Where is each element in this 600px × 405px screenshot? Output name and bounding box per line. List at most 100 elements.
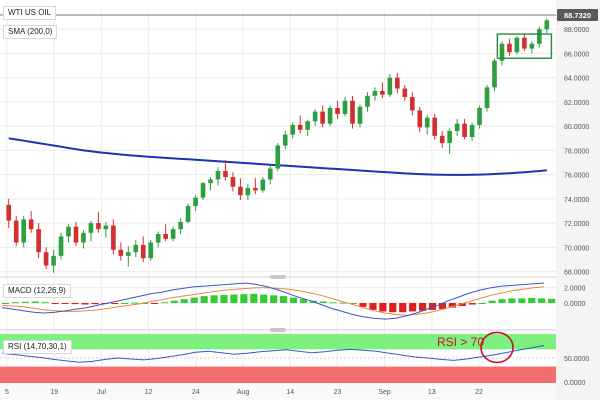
x-tick-label: Jul [97, 389, 106, 396]
macd-histogram-bar [250, 293, 258, 303]
macd-histogram-bar [349, 303, 357, 304]
x-tick-label: Aug [237, 389, 250, 396]
candle-body [477, 107, 482, 125]
macd-histogram-bar [478, 303, 486, 304]
candle-body [484, 87, 490, 108]
macd-histogram-bar [11, 302, 20, 304]
macd-histogram-bar [51, 303, 59, 304]
candle-body [140, 244, 146, 259]
x-tick-label: 19 [50, 389, 58, 396]
price-tick-label: 82.0000 [564, 100, 589, 107]
candle-body [178, 221, 183, 230]
candle-body [402, 88, 408, 98]
highlight-box [496, 33, 553, 59]
price-tick-label: 84.0000 [564, 76, 589, 83]
candle-body [238, 186, 243, 196]
macd-histogram-bar [428, 303, 437, 310]
candle-body [357, 106, 363, 124]
macd-histogram-bar [369, 303, 377, 310]
x-tick-label: 22 [475, 389, 483, 396]
macd-histogram-bar [528, 298, 536, 303]
macd-histogram-bar [141, 303, 149, 304]
rsi-oversold-band [0, 366, 556, 384]
rsi-tick-label: 0.0000 [564, 380, 586, 387]
macd-histogram-bar [220, 294, 228, 303]
candle-body [432, 117, 438, 136]
macd-histogram-bar [260, 294, 268, 303]
candle-body [342, 100, 348, 115]
price-tick-label: 80.0000 [564, 124, 589, 131]
price-tick-label: 72.0000 [564, 221, 589, 228]
macd-histogram-bar [409, 303, 417, 312]
macd-histogram-bar [81, 303, 89, 305]
rsi-annotation: RSI > 70 [437, 335, 484, 349]
rsi-highlight-circle [480, 331, 514, 364]
macd-histogram-bar [468, 303, 476, 305]
macd-histogram-bar [518, 298, 526, 303]
candle-body [58, 236, 64, 256]
candle-body [492, 60, 497, 88]
macd-histogram-bar [131, 302, 139, 304]
panel-resize-handle [270, 275, 286, 279]
candle-body [148, 242, 154, 259]
macd-histogram-bar [21, 301, 30, 303]
macd-histogram-bar [270, 295, 278, 303]
candle-body [529, 43, 535, 49]
candle-body [245, 187, 251, 196]
sma-label: SMA (200,0) [3, 25, 58, 39]
macd-histogram-bar [289, 297, 298, 303]
candle-body [305, 121, 310, 130]
x-tick-label: 24 [192, 389, 200, 396]
macd-histogram-bar [448, 303, 456, 308]
candle-body [193, 197, 198, 207]
candle-body [36, 229, 41, 253]
macd-histogram-bar [498, 299, 506, 303]
macd-tick-label: 2.0000 [564, 286, 586, 293]
price-tick-label: 70.0000 [564, 245, 589, 252]
candle-body [253, 187, 258, 191]
macd-histogram-bar [111, 303, 119, 304]
price-tick-label: 78.0000 [564, 148, 589, 155]
candle-body [447, 130, 452, 144]
macd-tick-label: 0.0000 [564, 301, 586, 308]
candle-body [28, 219, 34, 230]
candle-body [469, 124, 475, 138]
macd-histogram-bar [2, 303, 10, 304]
candle-body [499, 43, 505, 61]
macd-histogram-bar [160, 302, 169, 304]
candle-body [409, 97, 415, 111]
macd-histogram-bar [299, 299, 308, 303]
candle-body [21, 219, 26, 243]
candle-body [208, 179, 213, 184]
candle-body [260, 179, 266, 191]
candle-body [297, 124, 303, 130]
price-tick-label: 74.0000 [564, 197, 589, 204]
candle-body [372, 90, 378, 96]
candle-body [267, 168, 273, 180]
x-tick-label: 14 [286, 389, 294, 396]
candle-body [462, 123, 467, 138]
macd-histogram-bar [339, 302, 347, 304]
macd-label: MACD (12,26,9) [3, 284, 71, 298]
candle-body [125, 252, 131, 256]
candle-body [544, 20, 550, 30]
macd-histogram-bar [488, 300, 496, 303]
macd-histogram-bar [389, 303, 397, 313]
macd-histogram-bar [210, 295, 218, 303]
macd-histogram-bar [71, 303, 79, 305]
candle-body [96, 223, 101, 230]
candle-body [335, 107, 340, 115]
candle-body [133, 244, 139, 253]
panel-resize-handle [270, 328, 286, 332]
candle-body [223, 170, 228, 178]
macd-histogram-bar [458, 303, 466, 307]
rsi-overbought-band [0, 334, 556, 350]
macd-histogram-bar [319, 301, 327, 303]
x-tick-label: 12 [145, 389, 153, 396]
candle-body [537, 29, 542, 44]
macd-histogram-bar [240, 294, 248, 303]
price-tick-label: 68.0000 [564, 270, 589, 277]
macd-histogram-bar [230, 294, 238, 303]
